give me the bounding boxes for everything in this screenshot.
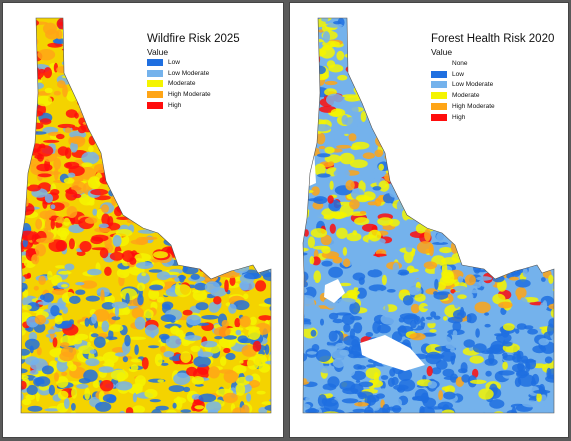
map-legend: Low Low Moderate Moderate High Moderate High (147, 57, 211, 111)
legend-label: Low Moderate (168, 69, 210, 77)
legend-item-low: Low (431, 69, 495, 80)
legend-item-low-moderate: Low Moderate (147, 68, 211, 79)
map-legend: None Low Low Moderate Moderate High Moderate… (431, 58, 495, 123)
legend-label: High (168, 102, 182, 110)
legend-swatch (431, 103, 447, 111)
legend-swatch (147, 58, 163, 66)
legend-swatch (147, 102, 163, 110)
legend-label: High Moderate (452, 103, 495, 111)
legend-label: High Moderate (168, 91, 211, 99)
wildfire-risk-map-panel: Wildfire Risk 2025 Value Low Low Moderate… (2, 2, 284, 438)
legend-swatch (147, 91, 163, 99)
legend-label: Low Moderate (452, 81, 494, 89)
legend-item-moderate: Moderate (431, 90, 495, 101)
legend-title: Value (147, 47, 169, 57)
legend-item-high: High (431, 112, 495, 123)
forest-health-risk-map (302, 17, 555, 414)
legend-swatch (431, 113, 447, 121)
legend-item-high-moderate: High Moderate (431, 101, 495, 112)
legend-label: Low (168, 58, 180, 66)
legend-item-low-moderate: Low Moderate (431, 80, 495, 91)
legend-label: High (452, 113, 466, 121)
legend-swatch (431, 59, 447, 67)
legend-swatch (431, 81, 447, 89)
legend-title: Value (431, 47, 453, 57)
legend-swatch (147, 80, 163, 88)
legend-item-moderate: Moderate (147, 79, 211, 90)
legend-item-none: None (431, 58, 495, 69)
legend-label: None (452, 59, 468, 67)
forest-health-risk-map-panel: Forest Health Risk 2020 Value None Low Low… (289, 2, 569, 438)
legend-swatch (147, 69, 163, 77)
legend-item-low: Low (147, 57, 211, 68)
legend-item-high: High (147, 100, 211, 111)
legend-label: Low (452, 70, 464, 78)
map-title: Forest Health Risk 2020 (431, 33, 555, 45)
map-title: Wildfire Risk 2025 (147, 33, 240, 45)
legend-label: Moderate (168, 80, 196, 88)
wildfire-risk-map (20, 17, 272, 414)
legend-label: Moderate (452, 92, 480, 100)
legend-swatch (431, 92, 447, 100)
legend-item-high-moderate: High Moderate (147, 89, 211, 100)
legend-swatch (431, 70, 447, 78)
